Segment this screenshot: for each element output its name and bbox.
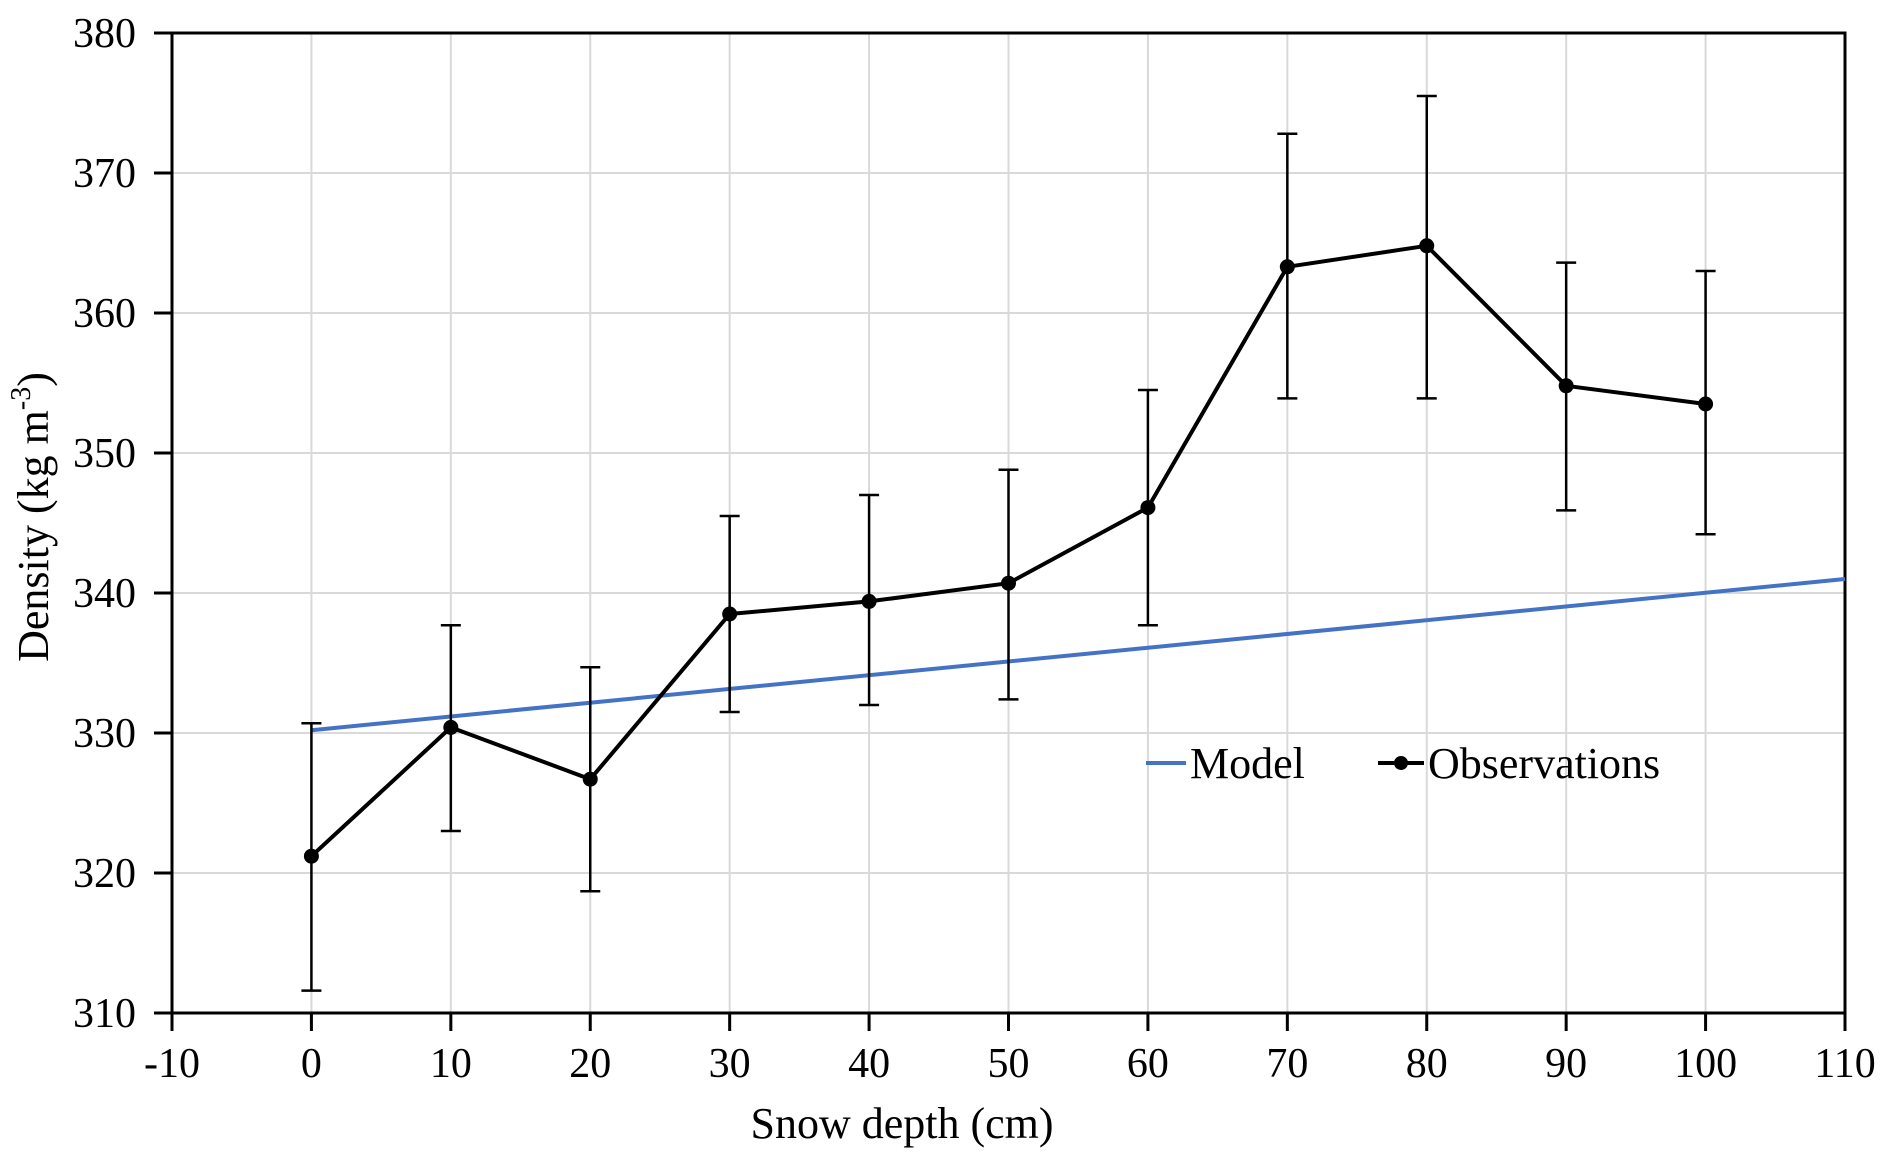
y-tick-label: 370: [73, 151, 136, 197]
x-tick-label: 10: [430, 1041, 472, 1087]
y-tick-label: 350: [73, 431, 136, 477]
model-line: [311, 577, 1846, 733]
x-tick-label: 100: [1674, 1041, 1737, 1087]
x-tick-label: 60: [1127, 1041, 1169, 1087]
x-tick-label: 50: [988, 1041, 1030, 1087]
observation-point: [443, 719, 459, 735]
observation-point: [1140, 500, 1156, 516]
x-tick-label: 70: [1266, 1041, 1308, 1087]
y-tick-label: 310: [73, 991, 136, 1037]
y-tick-label: 330: [73, 711, 136, 757]
y-tick-label: 320: [73, 851, 136, 897]
y-axis-title: Density (kg m-3): [6, 372, 58, 662]
observation-point: [722, 606, 738, 622]
y-tick-label: 380: [73, 11, 136, 57]
y-axis-title-prefix: Density (kg m: [9, 410, 58, 662]
x-axis-title: Snow depth (cm): [750, 1099, 1053, 1148]
observation-point: [1558, 378, 1574, 394]
x-tick-label: 30: [709, 1041, 751, 1087]
y-tick-label: 360: [73, 291, 136, 337]
observation-point: [1001, 575, 1016, 591]
y-tick-label: 340: [73, 571, 136, 617]
x-tick-label: 80: [1406, 1041, 1448, 1087]
y-axis-title-superscript: -3: [6, 387, 37, 410]
observation-point: [1279, 259, 1295, 275]
x-tick-label: -10: [144, 1041, 200, 1087]
legend-observations-label: Observations: [1428, 739, 1660, 788]
y-axis-title-suffix: ): [9, 372, 58, 387]
x-tick-label: 0: [301, 1041, 322, 1087]
observation-point: [303, 848, 319, 864]
observation-point: [861, 593, 877, 609]
legend-observations-marker: [1394, 756, 1408, 770]
x-tick-label: 90: [1545, 1041, 1587, 1087]
plot-layer: -10 0 10 20 30 40 50 60 70 80 90 100 110 310 320 330 340…: [73, 11, 1876, 1087]
x-tick-label: 20: [569, 1041, 611, 1087]
x-tick-label: 40: [848, 1041, 890, 1087]
observation-point: [1419, 238, 1435, 254]
legend: Model Observations: [1146, 739, 1660, 788]
legend-model-label: Model: [1190, 739, 1305, 788]
x-tick-label: 110: [1814, 1041, 1875, 1087]
observation-point: [1698, 396, 1714, 412]
observation-point: [582, 771, 598, 787]
